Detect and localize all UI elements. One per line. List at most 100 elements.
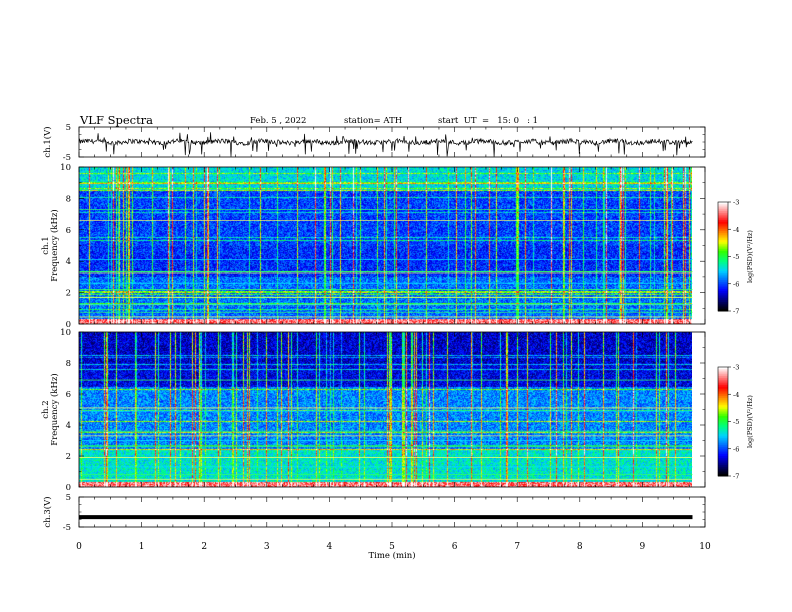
colorbar-segment [718, 247, 728, 250]
colorbar-segment [718, 261, 728, 265]
colorbar-segment [718, 423, 728, 426]
colorbar-tick-label: -7 [733, 308, 739, 316]
colorbar-segment [718, 205, 728, 208]
colorbar-segment [718, 436, 728, 439]
time-axis: 0 1 2 3 4 5 6 7 8 9 10 Time (min) [76, 542, 711, 561]
y-tick-label: 6 [66, 390, 71, 400]
colorbar-segment [718, 207, 728, 210]
x-tick-label: 6 [452, 542, 458, 552]
colorbar-segment [718, 452, 728, 455]
colorbar-segment [718, 256, 728, 259]
colorbar-segment [718, 298, 728, 301]
colorbar-segment [718, 278, 728, 281]
colorbar-segment [718, 432, 728, 435]
colorbar-segment [718, 446, 728, 450]
colorbar-segment [718, 383, 728, 386]
colorbar-segment [718, 468, 728, 472]
colorbar-segment [718, 291, 728, 294]
colorbar-segment [718, 439, 728, 442]
colorbar-segment [718, 236, 728, 239]
colorbar-segment [718, 381, 728, 384]
colorbar-segment [718, 463, 728, 466]
colorbar-segment [718, 307, 728, 310]
colorbar-segment [718, 276, 728, 279]
y-tick-label: 2 [66, 452, 71, 462]
colorbar-segment [718, 474, 728, 477]
colorbar-segment [718, 426, 728, 430]
colorbar-tick-label: -4 [733, 226, 739, 234]
y-tick-label: 6 [66, 226, 71, 236]
colorbar-segment [718, 229, 728, 232]
colorbar-segment [718, 385, 728, 388]
colorbar-segment [718, 448, 728, 452]
x-tick-label: 5 [389, 542, 395, 552]
colorbar-segment [718, 456, 728, 459]
ch1-spectrogram-panel: 0 2 4 6 8 10 ch.1 Frequency (kHz) [41, 163, 706, 330]
colorbar-segment [718, 254, 728, 257]
colorbar-segment [718, 274, 728, 277]
colorbar-segment [718, 225, 728, 228]
colorbar-tick-label: -3 [733, 364, 739, 372]
x-tick-label: 3 [264, 542, 270, 552]
colorbar-segment [718, 238, 728, 241]
colorbar-segment [718, 406, 728, 410]
colorbar-segment [718, 445, 728, 448]
colorbar-segment [718, 216, 728, 219]
colorbar-segment [718, 392, 728, 395]
y-tick-label: 8 [66, 194, 71, 204]
colorbar-segment [718, 450, 728, 453]
colorbar-segment [718, 401, 728, 404]
colorbar-segment [718, 211, 728, 214]
colorbar-segment [718, 258, 728, 261]
y-tick-label: 5 [66, 123, 71, 133]
colorbar-segment [718, 419, 728, 422]
spectrogram-ylabel-frequency: Frequency (kHz) [49, 209, 60, 281]
colorbar-segment [718, 417, 728, 421]
x-tick-label: 7 [514, 542, 520, 552]
x-tick-label: 4 [327, 542, 333, 552]
ch3-ylabel: ch.3(V) [42, 496, 53, 527]
colorbar-segment [718, 465, 728, 468]
y-tick-label: 4 [66, 421, 71, 431]
colorbar-segment [718, 372, 728, 375]
colorbar-segment [718, 294, 728, 297]
y-tick-label: 0 [66, 320, 71, 330]
colorbar-segment [718, 457, 728, 461]
colorbar-segment [718, 425, 728, 428]
colorbar-segment [718, 281, 728, 285]
colorbar-segment [718, 251, 728, 254]
colorbar-segment [718, 263, 728, 267]
colorbar-segment [718, 441, 728, 444]
colorbar-segment [718, 303, 728, 307]
colorbar-segment [718, 283, 728, 287]
colorbar-segment [718, 414, 728, 417]
colorbar-tick-label: -3 [733, 199, 739, 207]
colorbar-segment [718, 243, 728, 247]
y-tick-label: -5 [63, 153, 71, 163]
y-tick-label: 5 [66, 493, 71, 503]
colorbar-segment [718, 202, 728, 205]
colorbar-tick-label: -7 [733, 473, 739, 481]
colorbar-segment [718, 367, 728, 370]
colorbar-segment [718, 267, 728, 270]
colorbar-tick-label: -5 [733, 418, 739, 426]
colorbar-segment [718, 309, 728, 312]
colorbar-segment [718, 232, 728, 236]
y-tick-label: 0 [66, 483, 71, 493]
colorbar-segment [718, 416, 728, 419]
colorbar-segment [718, 379, 728, 383]
x-tick-label: 1 [139, 542, 145, 552]
colorbar-segment [718, 240, 728, 243]
colorbar-segment [718, 300, 728, 303]
colorbar-tick-label: -6 [733, 280, 739, 288]
colorbar-segment [718, 412, 728, 415]
colorbar-label: log(PSD)(V²/Hz) [746, 395, 754, 448]
colorbar-segment [718, 403, 728, 406]
y-tick-label: 8 [66, 359, 71, 369]
colorbar-tick-label: -4 [733, 391, 739, 399]
ch3-waveform-panel: 5 -5 ch.3(V) [42, 493, 706, 533]
colorbar-segment [718, 260, 728, 263]
colorbar-segment [718, 249, 728, 252]
colorbar-segment [718, 428, 728, 432]
